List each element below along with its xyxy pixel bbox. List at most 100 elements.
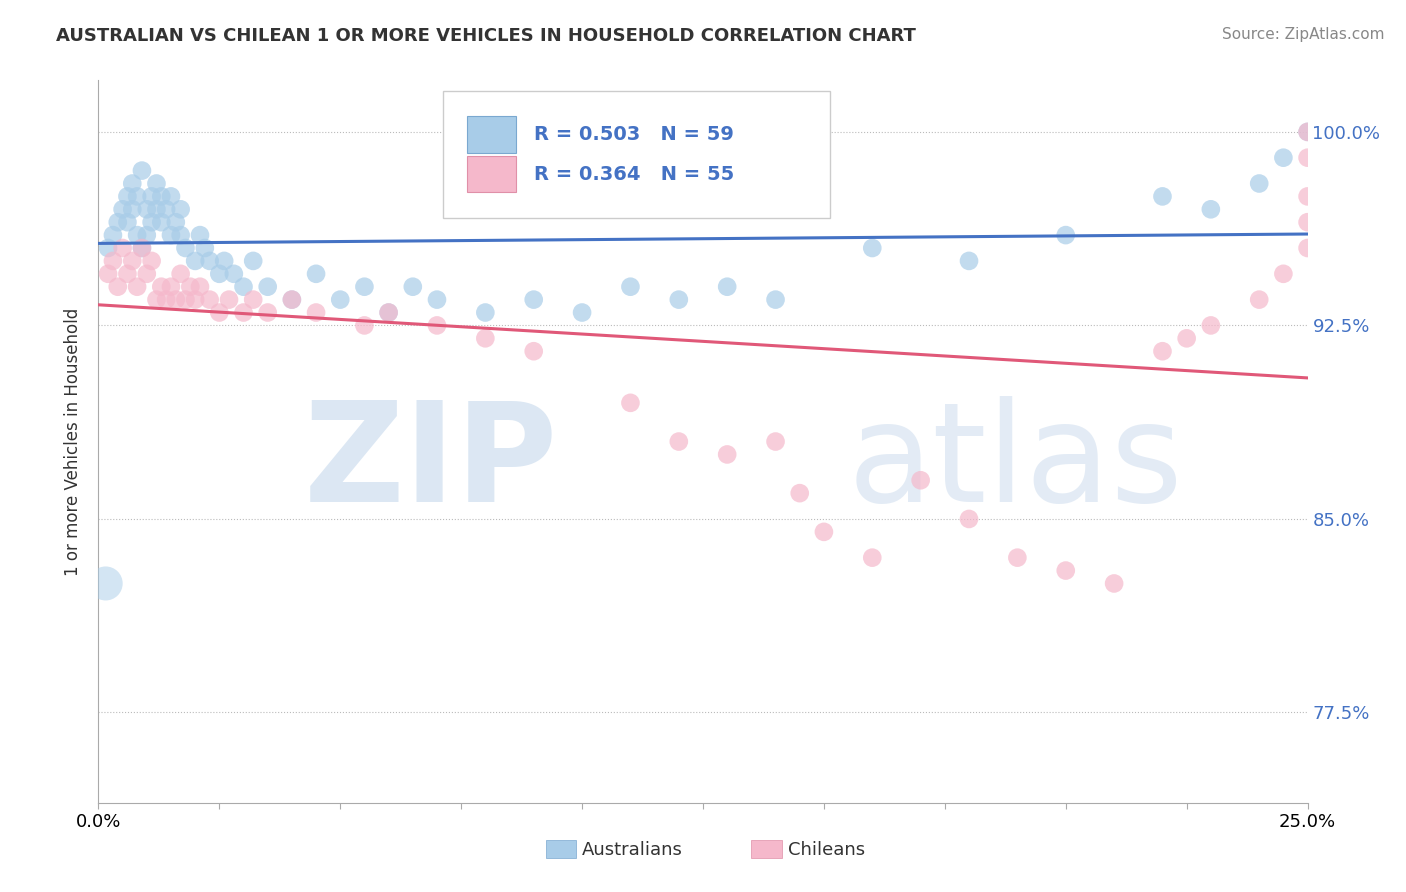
Point xyxy=(107,279,129,293)
Point xyxy=(184,293,207,307)
Point xyxy=(222,267,245,281)
Y-axis label: 1 or more Vehicles in Household: 1 or more Vehicles in Household xyxy=(65,308,83,575)
Point xyxy=(426,293,449,307)
Point xyxy=(668,293,690,307)
Point xyxy=(218,293,240,307)
Point xyxy=(155,202,177,217)
Point xyxy=(131,163,153,178)
Point xyxy=(1249,293,1271,307)
Point xyxy=(169,267,191,281)
Point xyxy=(1102,576,1125,591)
Point xyxy=(121,254,143,268)
Point xyxy=(1199,318,1222,333)
Point xyxy=(256,279,278,293)
Point xyxy=(169,228,191,243)
Point xyxy=(377,305,399,319)
Point xyxy=(860,241,883,255)
Point xyxy=(242,254,264,268)
Point xyxy=(716,279,738,293)
Point xyxy=(94,576,117,591)
Point xyxy=(232,279,254,293)
Point xyxy=(1249,177,1271,191)
Point xyxy=(474,305,496,319)
Point xyxy=(141,254,163,268)
Point xyxy=(212,254,235,268)
Point xyxy=(242,293,264,307)
Point xyxy=(145,293,167,307)
Point xyxy=(97,267,120,281)
Point xyxy=(305,305,328,319)
Point xyxy=(155,293,177,307)
Point xyxy=(910,473,932,487)
Point xyxy=(305,267,328,281)
Point xyxy=(194,241,217,255)
Point xyxy=(179,279,201,293)
Point xyxy=(765,293,787,307)
Text: ZIP: ZIP xyxy=(304,396,558,531)
Point xyxy=(111,202,134,217)
Point xyxy=(121,202,143,217)
Point xyxy=(188,228,211,243)
Point xyxy=(1152,189,1174,203)
Point xyxy=(131,241,153,255)
Point xyxy=(127,228,149,243)
Point xyxy=(1054,228,1077,243)
Point xyxy=(523,344,546,359)
Point xyxy=(117,267,139,281)
Point xyxy=(789,486,811,500)
FancyBboxPatch shape xyxy=(467,117,516,153)
Point xyxy=(1199,202,1222,217)
Point xyxy=(131,241,153,255)
Point xyxy=(474,331,496,345)
Point xyxy=(184,254,207,268)
Point xyxy=(377,305,399,319)
Point xyxy=(101,254,124,268)
Point xyxy=(957,512,980,526)
Point xyxy=(160,189,183,203)
Point xyxy=(97,241,120,255)
Point xyxy=(1272,151,1295,165)
Point xyxy=(208,267,231,281)
FancyBboxPatch shape xyxy=(467,156,516,193)
Point xyxy=(174,241,197,255)
Point xyxy=(426,318,449,333)
Text: R = 0.503   N = 59: R = 0.503 N = 59 xyxy=(534,125,734,144)
Text: Chileans: Chileans xyxy=(787,841,865,859)
Point xyxy=(1054,564,1077,578)
Point xyxy=(619,279,641,293)
Point xyxy=(135,267,157,281)
Point xyxy=(619,396,641,410)
Point xyxy=(765,434,787,449)
Point xyxy=(353,318,375,333)
Point xyxy=(523,293,546,307)
Text: atlas: atlas xyxy=(848,396,1184,531)
Point xyxy=(1007,550,1029,565)
FancyBboxPatch shape xyxy=(546,840,576,858)
Point xyxy=(1296,151,1319,165)
Point xyxy=(150,215,173,229)
Point xyxy=(198,293,221,307)
Point xyxy=(160,228,183,243)
Text: AUSTRALIAN VS CHILEAN 1 OR MORE VEHICLES IN HOUSEHOLD CORRELATION CHART: AUSTRALIAN VS CHILEAN 1 OR MORE VEHICLES… xyxy=(56,27,917,45)
Point xyxy=(329,293,352,307)
Point xyxy=(281,293,304,307)
Point xyxy=(135,202,157,217)
Point xyxy=(860,550,883,565)
Point xyxy=(1296,189,1319,203)
Point xyxy=(208,305,231,319)
Point xyxy=(169,202,191,217)
Point xyxy=(353,279,375,293)
Point xyxy=(957,254,980,268)
Point xyxy=(174,293,197,307)
Point xyxy=(1296,125,1319,139)
FancyBboxPatch shape xyxy=(751,840,782,858)
Point xyxy=(1175,331,1198,345)
Point xyxy=(281,293,304,307)
Point xyxy=(121,177,143,191)
Point xyxy=(101,228,124,243)
Point xyxy=(716,447,738,461)
Point xyxy=(145,202,167,217)
Point xyxy=(1296,215,1319,229)
Point xyxy=(256,305,278,319)
Point xyxy=(1272,267,1295,281)
